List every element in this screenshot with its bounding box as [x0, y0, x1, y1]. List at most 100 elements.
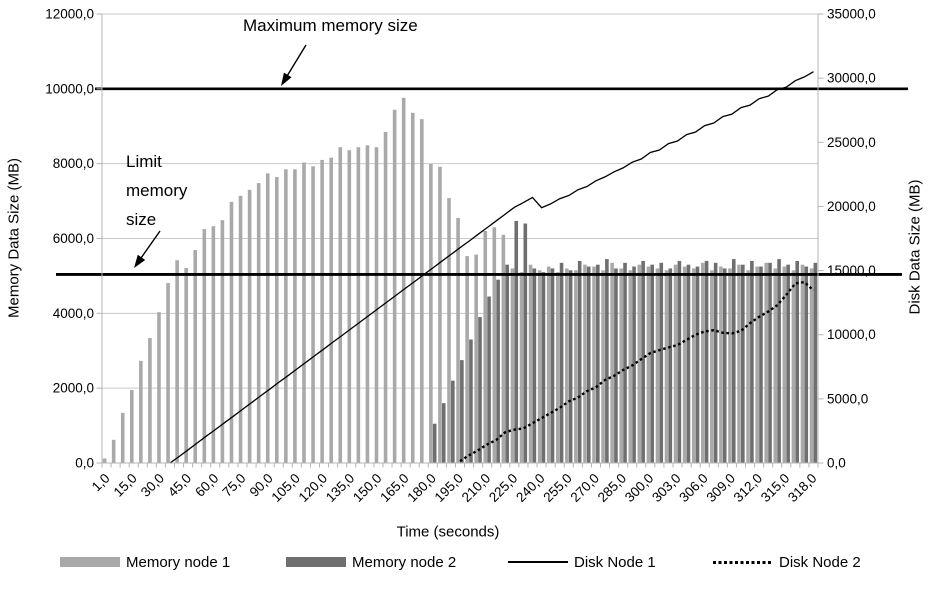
- bar-memory-node-2: [668, 268, 673, 463]
- bar-memory-node-1: [546, 266, 551, 463]
- x-axis-tick-label: 309,0: [704, 471, 739, 506]
- right-axis-tick-label: 10000,0: [827, 327, 876, 342]
- right-axis-tick-label: 30000,0: [827, 71, 876, 86]
- bar-memory-node-1: [383, 131, 388, 464]
- bar-memory-node-2: [541, 272, 546, 463]
- bar-memory-node-2: [451, 380, 455, 463]
- x-axis-tick-label: 150,0: [350, 471, 385, 506]
- bar-memory-node-1: [555, 272, 560, 463]
- bar-memory-node-1: [184, 268, 188, 463]
- x-axis-tick-label: 105,0: [268, 471, 303, 506]
- bar-memory-node-1: [501, 234, 506, 463]
- bar-memory-node-2: [523, 223, 528, 463]
- bar-memory-node-1: [528, 264, 533, 463]
- legend-label-memory-node-1: Memory node 1: [126, 553, 231, 571]
- bar-memory-node-2: [623, 262, 627, 463]
- bar-memory-node-1: [746, 270, 750, 463]
- x-axis-tick-label: 135,0: [323, 471, 358, 506]
- bar-memory-node-1: [628, 270, 633, 463]
- left-axis-tick-label: 8000,0: [53, 156, 94, 171]
- bar-memory-node-1: [809, 268, 814, 463]
- bar-memory-node-1: [737, 264, 741, 463]
- right-axis-tick-label: 35000,0: [827, 7, 876, 22]
- x-axis-tick-label: 15,0: [111, 471, 140, 500]
- limit-annotation-arrow-shaft: [138, 230, 161, 262]
- bar-memory-node-1: [347, 150, 352, 463]
- x-axis-tick-label: 315,0: [758, 471, 793, 506]
- bar-memory-node-1: [256, 183, 261, 463]
- legend-item-disk-node-2: Disk Node 2: [713, 553, 861, 571]
- bar-memory-node-2: [695, 266, 700, 463]
- bar-memory-node-1: [700, 262, 705, 463]
- bar-memory-node-2: [768, 262, 772, 463]
- right-axis-tick-label: 5000,0: [827, 391, 868, 406]
- bar-memory-node-1: [311, 166, 315, 464]
- legend-swatch-memory-node-2: [286, 557, 346, 567]
- legend-swatch-disk-node-1: [508, 561, 568, 563]
- bar-memory-node-2: [487, 296, 491, 463]
- bar-memory-node-1: [691, 268, 696, 463]
- bar-memory-node-1: [537, 270, 542, 463]
- right-axis-tick-label: 15000,0: [827, 263, 876, 278]
- bar-memory-node-1: [447, 198, 451, 463]
- x-axis-tick-label: 165,0: [377, 471, 412, 506]
- bar-memory-node-1: [429, 164, 433, 464]
- bar-memory-node-1: [583, 264, 587, 463]
- bar-memory-node-1: [791, 270, 796, 463]
- bar-memory-node-1: [175, 260, 179, 463]
- bar-memory-node-1: [129, 390, 134, 463]
- max-memory-annotation: Maximum memory size: [243, 16, 418, 35]
- limit-memory-annotation: Limit memory size: [126, 152, 188, 229]
- bar-memory-node-2: [478, 317, 482, 463]
- bar-memory-node-1: [456, 217, 460, 463]
- left-axis-title: Memory Data Size (MB): [5, 157, 23, 319]
- bar-memory-node-1: [374, 147, 379, 463]
- bar-memory-node-1: [329, 157, 333, 463]
- bar-memory-node-1: [365, 145, 370, 463]
- right-axis-tick-label: 25000,0: [827, 135, 876, 150]
- disk-node-2-line: [459, 280, 815, 463]
- bar-memory-node-1: [800, 264, 805, 463]
- bar-memory-node-2: [777, 259, 781, 463]
- bar-memory-node-1: [120, 412, 125, 463]
- right-axis-title: Disk Data Size (MB): [906, 179, 924, 315]
- bar-memory-node-1: [420, 119, 424, 463]
- bar-memory-node-1: [148, 338, 152, 463]
- legend-item-disk-node-1: Disk Node 1: [508, 553, 656, 571]
- left-axis-tick-label: 12000,0: [45, 7, 94, 22]
- x-axis-tick-label: 306,0: [676, 471, 711, 506]
- bar-memory-node-1: [764, 262, 769, 463]
- bar-memory-node-1: [755, 266, 759, 463]
- bar-memory-node-2: [550, 268, 555, 463]
- bar-memory-node-1: [655, 268, 660, 463]
- bar-memory-node-1: [111, 439, 116, 463]
- left-axis-tick-label: 0,0: [75, 456, 94, 471]
- bar-memory-node-1: [392, 109, 397, 463]
- x-axis-title: Time (seconds): [396, 523, 500, 541]
- legend-item-memory-node-1: Memory node 1: [60, 553, 230, 571]
- bar-memory-node-1: [229, 201, 234, 463]
- legend-label-memory-node-2: Memory node 2: [352, 553, 457, 571]
- max-annotation-arrow-head: [281, 72, 292, 86]
- bar-memory-node-2: [741, 264, 745, 463]
- bar-memory-node-1: [247, 189, 252, 464]
- bar-memory-node-1: [320, 159, 324, 463]
- bar-memory-node-1: [202, 229, 207, 463]
- x-axis-tick-label: 255,0: [540, 471, 575, 506]
- bar-memory-node-1: [673, 264, 678, 463]
- bar-memory-node-1: [682, 266, 687, 463]
- bar-memory-node-1: [338, 147, 343, 463]
- bar-memory-node-2: [722, 268, 727, 463]
- bar-memory-node-1: [646, 266, 651, 463]
- bar-memory-node-2: [759, 266, 763, 463]
- left-axis-tick-label: 6000,0: [53, 231, 94, 246]
- bar-memory-node-1: [238, 195, 243, 463]
- legend-item-memory-node-2: Memory node 2: [286, 553, 456, 571]
- bar-memory-node-1: [438, 166, 442, 463]
- bar-memory-node-1: [619, 268, 624, 463]
- x-axis-tick-label: 210,0: [459, 471, 494, 506]
- bar-memory-node-2: [559, 262, 564, 463]
- bar-memory-node-2: [496, 279, 500, 463]
